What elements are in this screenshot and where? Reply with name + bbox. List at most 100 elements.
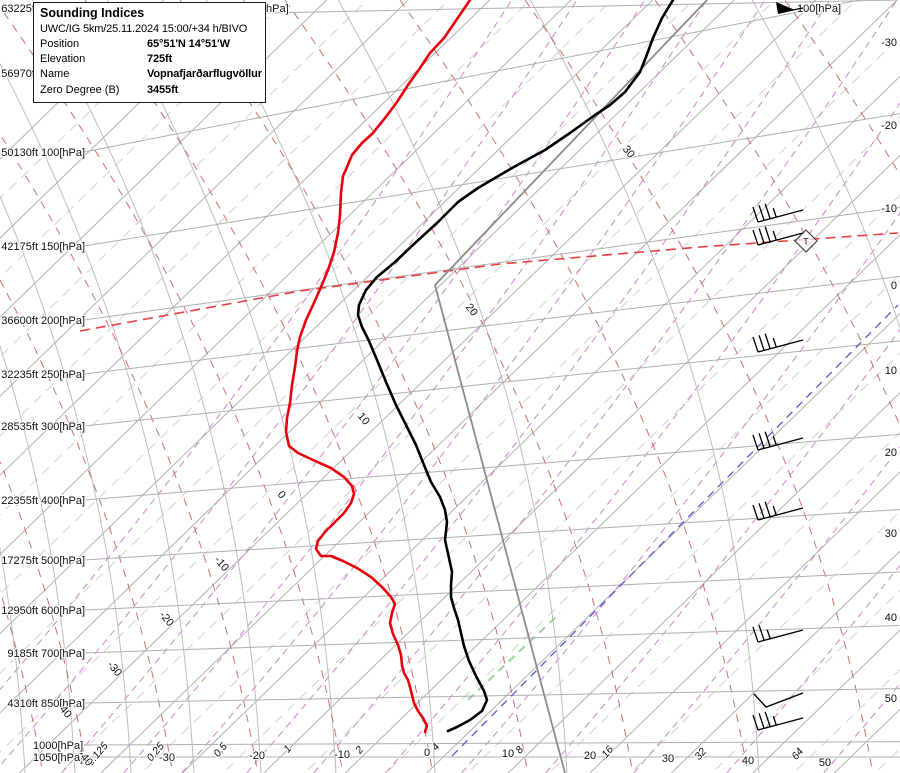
altitude-label: 28535ft: [1, 421, 38, 433]
dry-adiabat-line: [751, 0, 900, 330]
pressure-label: 700[hPa]: [41, 648, 85, 660]
isobar-line: [83, 206, 900, 321]
mixing-ratio-label: 4: [429, 741, 442, 753]
wind-barb-tick: [758, 625, 765, 641]
wind-barb-staff: [757, 717, 804, 731]
mixing-ratio-line: [632, 446, 900, 773]
moist-adiabat-line: [399, 0, 749, 773]
right-temp-label: 30: [885, 528, 897, 540]
right-temp-label: 0: [891, 280, 897, 292]
wind-barb-tick: [752, 229, 759, 246]
row-value: 3455ft: [147, 83, 179, 96]
mixing-ratio-label: 8: [513, 744, 526, 756]
right-temp-label: -20: [881, 120, 897, 132]
isotherm-line: [785, 0, 900, 773]
altitude-label: 12950ft: [1, 605, 38, 617]
top-pressure-label: [hPa]: [263, 3, 289, 15]
dry-adiabat-label: 0: [275, 489, 288, 501]
wind-barb-staff: [757, 629, 804, 643]
altitude-label: 63225ft: [1, 3, 38, 15]
mixing-ratio-line: [60, 0, 646, 773]
dry-adiabat-label: -30: [105, 659, 124, 679]
dry-adiabat-label: 30: [620, 144, 637, 161]
bottom-temp-label: -10: [334, 749, 350, 761]
moist-adiabat-line: [0, 279, 174, 773]
mixing-ratio-line: [122, 0, 708, 773]
bottom-temp-label: -20: [249, 750, 265, 762]
isotherm-line: [0, 0, 409, 397]
isotherm-line: [18, 0, 817, 773]
isotherm-line: [0, 0, 572, 556]
isobar-line: [83, 433, 900, 501]
dry-adiabat-line: [106, 0, 337, 773]
dry-adiabat-line: [31, 0, 262, 773]
altitude-label: 9185ft: [7, 648, 38, 660]
wind-barb-staff: [757, 339, 804, 353]
isotherm-5c-dashed-line: [0, 0, 695, 674]
moist-adiabat-line: [0, 589, 44, 773]
isotherm-5c-dashed-line: [0, 0, 532, 516]
isotherm-line: [344, 233, 900, 773]
wind-barb-tick: [752, 434, 759, 451]
isotherm-line: [589, 471, 900, 773]
isotherm-line: [670, 550, 900, 773]
wind-barb-half-tick: [766, 629, 771, 639]
moist-adiabat-line: [84, 0, 434, 773]
isobar-line: [83, 571, 900, 611]
dry-adiabat-line: [0, 546, 26, 773]
wet-bulb-green-segment: [467, 612, 561, 701]
bottom-temp-label: 0: [424, 747, 430, 759]
moist-adiabat-line: [179, 0, 529, 773]
altitude-label: 36600ft: [1, 315, 38, 327]
wind-barb-tick: [758, 503, 765, 519]
isotherm-line: [181, 75, 900, 773]
moist-adiabat-line: [284, 0, 634, 773]
isotherm-5c-dashed-line: [0, 0, 613, 595]
right-temp-label: 50: [885, 693, 897, 705]
mixing-ratio-line: [312, 0, 898, 773]
wind-barb-tick: [758, 228, 765, 244]
dry-adiabat-line: [205, 0, 436, 773]
moist-adiabat-line: [0, 6, 344, 773]
moist-adiabat-line: [0, 133, 259, 773]
row-value: 725ft: [147, 53, 173, 66]
isotherm-5c-dashed-line: [0, 0, 450, 437]
wind-barb-tick: [758, 433, 765, 449]
altitude-label: 56970ft: [1, 68, 38, 80]
pressure-label: 1050[hPa]: [33, 752, 83, 764]
isotherm-5c-dashed-line: [548, 431, 900, 773]
mixing-ratio-line: [180, 0, 766, 773]
mixing-ratio-line: [384, 102, 900, 773]
isotherm-5c-dashed-line: [385, 273, 900, 773]
isobar-line-top: [265, 0, 899, 14]
mixing-ratio-line: [725, 564, 900, 773]
pressure-label: 200[hPa]: [41, 315, 85, 327]
row-label: Name: [40, 68, 70, 81]
wind-barb-half-tick: [772, 337, 777, 348]
wind-barb-half-tick: [772, 207, 777, 218]
altitude-label: 4310ft: [7, 698, 38, 710]
isobar-line: [83, 275, 900, 375]
dry-adiabat-label: -20: [157, 609, 176, 629]
wind-barb-staff: [757, 209, 804, 223]
wind-barb-tick: [752, 626, 759, 643]
bottom-temp-label: 30: [662, 753, 674, 765]
moist-adiabat-line: [0, 460, 89, 773]
isotherm-line: [752, 629, 900, 773]
right-temp-label: 20: [885, 447, 897, 459]
wind-barb-tick: [758, 713, 765, 729]
wind-barb-tick: [752, 714, 759, 731]
wind-barb-tick: [764, 203, 771, 219]
pressure-label: 1000[hPa]: [33, 740, 83, 752]
wind-barb-tick: [764, 711, 771, 727]
wind-barb-staff: [777, 7, 804, 14]
moist-adiabat-line: [784, 0, 900, 176]
panel-title: Sounding Indices: [40, 6, 145, 20]
isotherm-line: [833, 708, 900, 773]
isotherm-5c-dashed-line: [792, 669, 900, 773]
bottom-temp-label: 40: [742, 755, 754, 767]
